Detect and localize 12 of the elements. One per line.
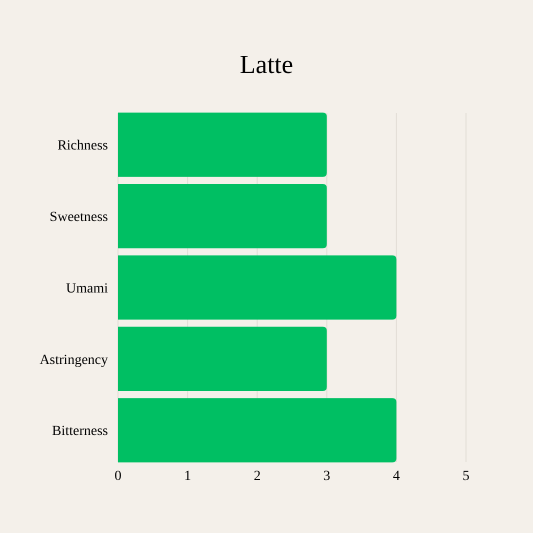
x-tick-label: 4 bbox=[392, 469, 400, 484]
y-tick-label: Umami bbox=[66, 281, 108, 296]
y-tick-label: Richness bbox=[57, 138, 108, 154]
y-tick-label: Sweetness bbox=[50, 210, 108, 225]
y-tick-label: Bitterness bbox=[52, 424, 108, 440]
x-tick-label: 3 bbox=[323, 469, 330, 484]
x-tick-label: 2 bbox=[254, 469, 261, 484]
x-tick-label: 1 bbox=[184, 469, 192, 484]
y-tick-label: Astringency bbox=[40, 352, 108, 368]
chart-title: Latte bbox=[240, 50, 294, 79]
x-tick-label: 0 bbox=[114, 469, 122, 484]
x-tick-label: 5 bbox=[462, 469, 470, 484]
